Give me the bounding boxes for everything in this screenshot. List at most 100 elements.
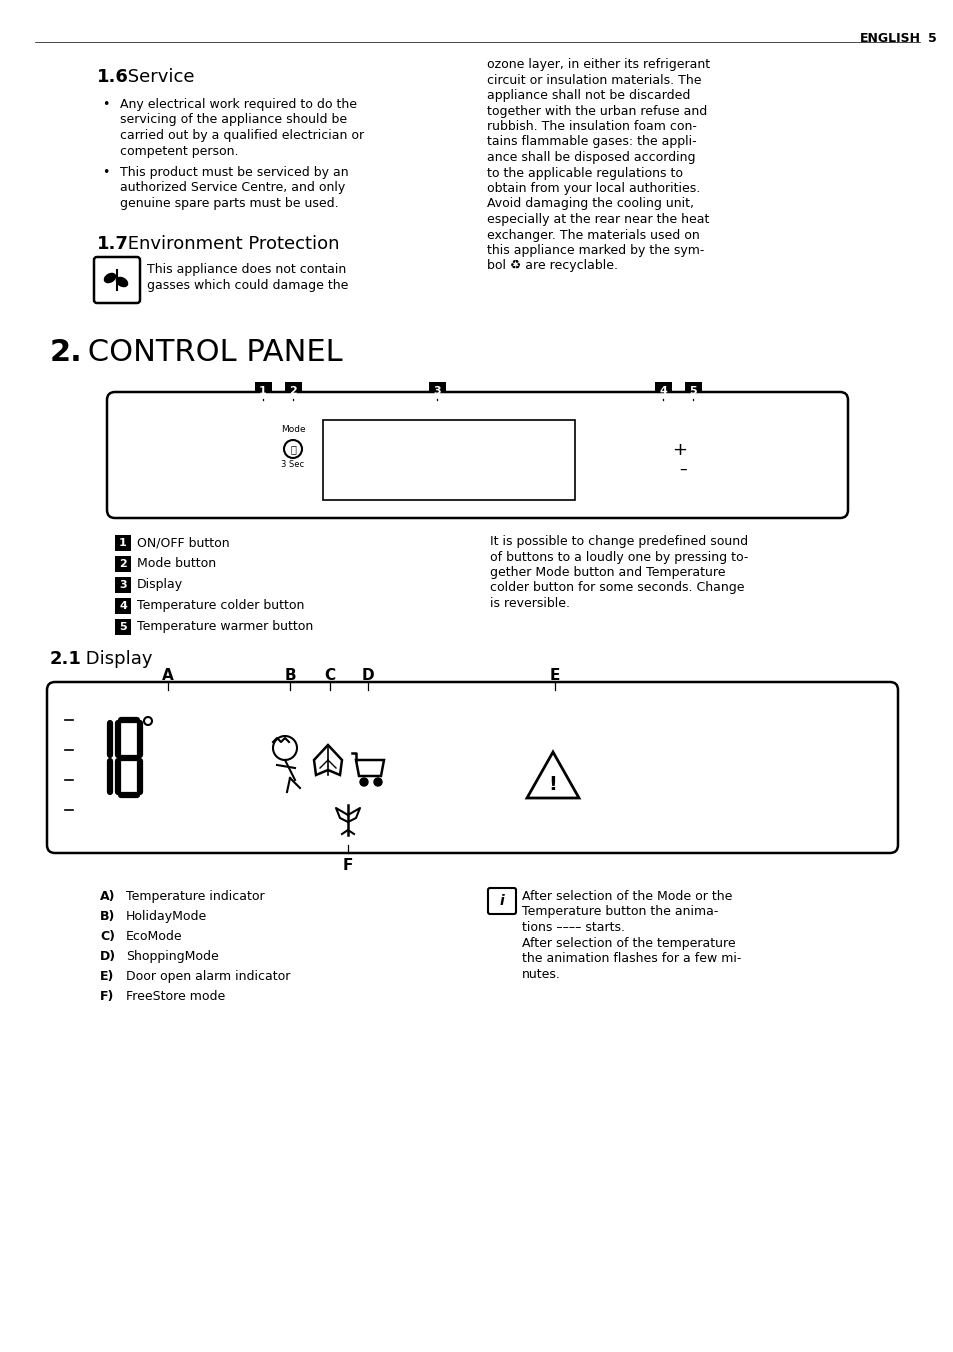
Text: 3 Sec: 3 Sec <box>281 460 304 469</box>
Text: 1.7: 1.7 <box>97 235 129 253</box>
Circle shape <box>359 777 368 786</box>
Text: authorized Service Centre, and only: authorized Service Centre, and only <box>120 181 345 195</box>
Text: 3: 3 <box>119 580 127 589</box>
Text: i: i <box>499 894 504 909</box>
Text: •: • <box>102 166 110 178</box>
Text: Temperature warmer button: Temperature warmer button <box>137 621 313 633</box>
Text: Display: Display <box>80 650 152 668</box>
Text: colder button for some seconds. Change: colder button for some seconds. Change <box>490 581 743 595</box>
Text: nutes.: nutes. <box>521 968 560 980</box>
Bar <box>115 535 131 552</box>
Text: genuine spare parts must be used.: genuine spare parts must be used. <box>120 197 338 210</box>
Text: competent person.: competent person. <box>120 145 238 157</box>
Text: 1.6: 1.6 <box>97 68 129 87</box>
Text: C: C <box>324 668 335 683</box>
Text: C): C) <box>100 930 115 942</box>
Text: bol ♻ are recyclable.: bol ♻ are recyclable. <box>486 260 618 273</box>
Text: After selection of the temperature: After selection of the temperature <box>521 937 735 949</box>
Text: together with the urban refuse and: together with the urban refuse and <box>486 104 706 118</box>
Text: tions –––– starts.: tions –––– starts. <box>521 921 624 934</box>
FancyBboxPatch shape <box>47 681 897 853</box>
Text: 2.1: 2.1 <box>50 650 82 668</box>
Text: After selection of the Mode or the: After selection of the Mode or the <box>521 890 732 903</box>
FancyBboxPatch shape <box>107 392 847 518</box>
Text: Environment Protection: Environment Protection <box>122 235 339 253</box>
Text: Mode: Mode <box>280 425 305 434</box>
Bar <box>684 383 701 399</box>
Bar <box>429 383 446 399</box>
Text: FreeStore mode: FreeStore mode <box>126 990 225 1003</box>
Text: It is possible to change predefined sound: It is possible to change predefined soun… <box>490 535 747 548</box>
Text: EcoMode: EcoMode <box>126 930 182 942</box>
Text: to the applicable regulations to: to the applicable regulations to <box>486 166 682 180</box>
Text: Temperature indicator: Temperature indicator <box>126 890 264 903</box>
Bar <box>655 383 671 399</box>
Text: F): F) <box>100 990 114 1003</box>
Text: ance shall be disposed according: ance shall be disposed according <box>486 151 695 164</box>
Text: 1: 1 <box>119 538 127 548</box>
FancyBboxPatch shape <box>94 257 140 303</box>
Bar <box>115 619 131 635</box>
Text: –: – <box>679 462 686 477</box>
Ellipse shape <box>116 277 128 287</box>
Bar <box>115 577 131 594</box>
Text: Temperature colder button: Temperature colder button <box>137 599 304 612</box>
Text: this appliance marked by the sym-: this appliance marked by the sym- <box>486 243 703 257</box>
Text: Mode button: Mode button <box>137 557 216 571</box>
Text: D): D) <box>100 950 116 963</box>
Text: 5: 5 <box>119 622 127 631</box>
Text: 1: 1 <box>259 385 267 396</box>
Text: ozone layer, in either its refrigerant: ozone layer, in either its refrigerant <box>486 58 709 72</box>
Bar <box>285 383 302 399</box>
Text: +: + <box>672 441 687 458</box>
Text: gasses which could damage the: gasses which could damage the <box>147 279 348 292</box>
Text: 4: 4 <box>659 385 666 396</box>
Text: This product must be serviced by an: This product must be serviced by an <box>120 166 348 178</box>
Ellipse shape <box>104 273 115 283</box>
Text: ENGLISH: ENGLISH <box>859 32 920 45</box>
Text: Any electrical work required to do the: Any electrical work required to do the <box>120 97 356 111</box>
Bar <box>323 420 575 500</box>
Text: carried out by a qualified electrician or: carried out by a qualified electrician o… <box>120 128 364 142</box>
Text: appliance shall not be discarded: appliance shall not be discarded <box>486 89 690 101</box>
Text: 4: 4 <box>119 602 127 611</box>
Text: 5: 5 <box>927 32 936 45</box>
Text: 2: 2 <box>119 558 127 569</box>
Text: F: F <box>342 859 353 873</box>
Text: Display: Display <box>137 579 183 591</box>
Bar <box>115 556 131 572</box>
Text: is reversible.: is reversible. <box>490 598 569 610</box>
Text: tains flammable gases: the appli-: tains flammable gases: the appli- <box>486 135 696 149</box>
FancyBboxPatch shape <box>488 888 516 914</box>
Text: This appliance does not contain: This appliance does not contain <box>147 264 346 276</box>
Text: ON/OFF button: ON/OFF button <box>137 535 230 549</box>
Text: circuit or insulation materials. The: circuit or insulation materials. The <box>486 73 700 87</box>
Text: HolidayMode: HolidayMode <box>126 910 207 923</box>
Text: of buttons to a loudly one by pressing to-: of buttons to a loudly one by pressing t… <box>490 550 747 564</box>
Bar <box>115 598 131 614</box>
Text: the animation flashes for a few mi-: the animation flashes for a few mi- <box>521 952 740 965</box>
Text: ShoppingMode: ShoppingMode <box>126 950 218 963</box>
Text: 2: 2 <box>289 385 296 396</box>
Text: Temperature button the anima-: Temperature button the anima- <box>521 906 718 918</box>
Text: 3: 3 <box>433 385 440 396</box>
Text: exchanger. The materials used on: exchanger. The materials used on <box>486 228 699 242</box>
Text: 5: 5 <box>688 385 696 396</box>
Text: E): E) <box>100 969 114 983</box>
Text: servicing of the appliance should be: servicing of the appliance should be <box>120 114 347 127</box>
Text: A: A <box>162 668 173 683</box>
Circle shape <box>374 777 381 786</box>
Text: 2.: 2. <box>50 338 83 366</box>
Text: D: D <box>361 668 374 683</box>
Text: B: B <box>284 668 295 683</box>
Text: obtain from your local authorities.: obtain from your local authorities. <box>486 183 700 195</box>
Text: B): B) <box>100 910 115 923</box>
Text: A): A) <box>100 890 115 903</box>
Text: Service: Service <box>122 68 194 87</box>
Text: especially at the rear near the heat: especially at the rear near the heat <box>486 214 709 226</box>
Text: rubbish. The insulation foam con-: rubbish. The insulation foam con- <box>486 120 696 132</box>
Text: Door open alarm indicator: Door open alarm indicator <box>126 969 290 983</box>
Text: gether Mode button and Temperature: gether Mode button and Temperature <box>490 566 724 579</box>
Text: CONTROL PANEL: CONTROL PANEL <box>78 338 342 366</box>
Text: Avoid damaging the cooling unit,: Avoid damaging the cooling unit, <box>486 197 693 211</box>
